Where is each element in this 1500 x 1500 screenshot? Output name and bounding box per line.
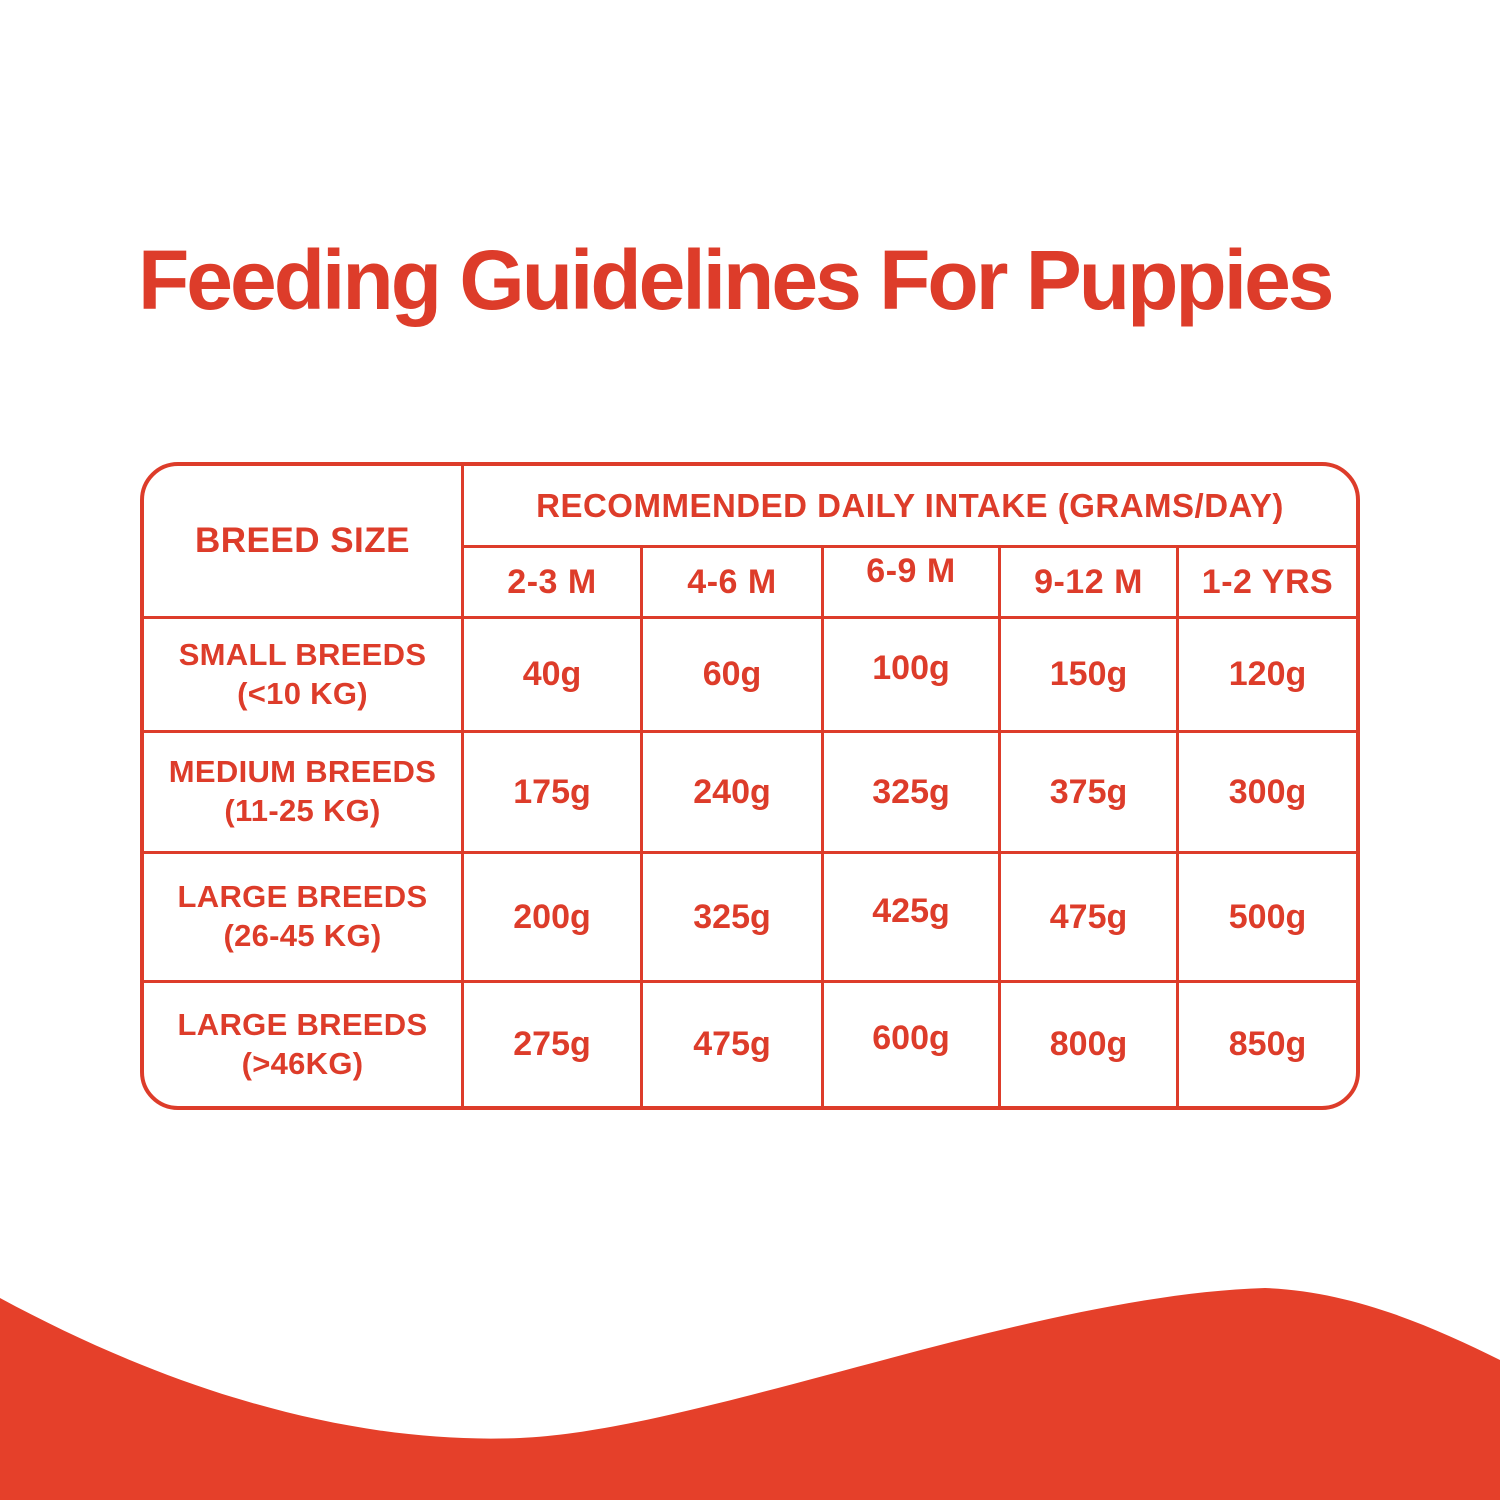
daily-intake-group-header: RECOMMENDED DAILY INTAKE (GRAMS/DAY) <box>464 466 1356 548</box>
age-column-header-2-3m: 2-3 M <box>464 548 643 619</box>
intake-value-medium-9-12m: 375g <box>1001 733 1179 854</box>
breed-weight-range: (26-45 KG) <box>223 918 382 953</box>
intake-value-large-1-2yrs: 500g <box>1179 854 1356 983</box>
breed-name: MEDIUM BREEDS <box>168 754 437 790</box>
intake-value-giant-6-9m: 600g <box>824 983 1001 1106</box>
intake-value-small-1-2yrs: 120g <box>1179 619 1356 733</box>
breed-row-label-medium: MEDIUM BREEDS (11-25 KG) <box>144 733 464 854</box>
intake-value-giant-9-12m: 800g <box>1001 983 1179 1106</box>
intake-value-giant-4-6m: 475g <box>643 983 824 1106</box>
breed-name: LARGE BREEDS <box>177 1006 428 1042</box>
breed-name: SMALL BREEDS <box>178 636 427 672</box>
age-column-header-1-2yrs: 1-2 YRS <box>1179 548 1356 619</box>
breed-weight-range: (<10 KG) <box>237 675 368 711</box>
intake-value-large-6-9m: 425g <box>824 854 1001 983</box>
intake-value-medium-1-2yrs: 300g <box>1179 733 1356 854</box>
age-column-header-4-6m: 4-6 M <box>643 548 824 619</box>
page-title: Feeding Guidelines For Puppies <box>138 233 1335 327</box>
breed-weight-range: (>46KG) <box>241 1045 364 1081</box>
breed-row-label-small: SMALL BREEDS (<10 KG) <box>144 619 464 733</box>
breed-row-label-large: LARGE BREEDS (26-45 KG) <box>144 854 464 983</box>
intake-value-small-9-12m: 150g <box>1001 619 1179 733</box>
intake-value-small-6-9m: 100g <box>824 619 1001 733</box>
intake-value-large-9-12m: 475g <box>1001 854 1179 983</box>
intake-value-small-4-6m: 60g <box>643 619 824 733</box>
intake-value-large-4-6m: 325g <box>643 854 824 983</box>
bottom-wave-decoration <box>0 1288 1500 1500</box>
age-column-header-6-9m: 6-9 M <box>824 548 1001 619</box>
breed-row-label-giant: LARGE BREEDS (>46KG) <box>144 983 464 1106</box>
breed-size-column-header: BREED SIZE <box>144 466 464 619</box>
age-column-header-9-12m: 9-12 M <box>1001 548 1179 619</box>
intake-value-medium-4-6m: 240g <box>643 733 824 854</box>
feeding-table-grid: BREED SIZE RECOMMENDED DAILY INTAKE (GRA… <box>144 466 1356 1106</box>
intake-value-giant-1-2yrs: 850g <box>1228 1025 1307 1063</box>
breed-name: LARGE BREEDS <box>177 879 428 915</box>
intake-value-medium-6-9m: 325g <box>824 733 1001 854</box>
intake-value-small-2-3m: 40g <box>464 619 643 733</box>
intake-value-large-2-3m: 200g <box>464 854 643 983</box>
intake-value-giant-2-3m: 275g <box>464 983 643 1106</box>
intake-value-medium-2-3m: 175g <box>464 733 643 854</box>
feeding-guidelines-table: BREED SIZE RECOMMENDED DAILY INTAKE (GRA… <box>140 462 1360 1110</box>
breed-weight-range: (11-25 KG) <box>224 793 381 828</box>
